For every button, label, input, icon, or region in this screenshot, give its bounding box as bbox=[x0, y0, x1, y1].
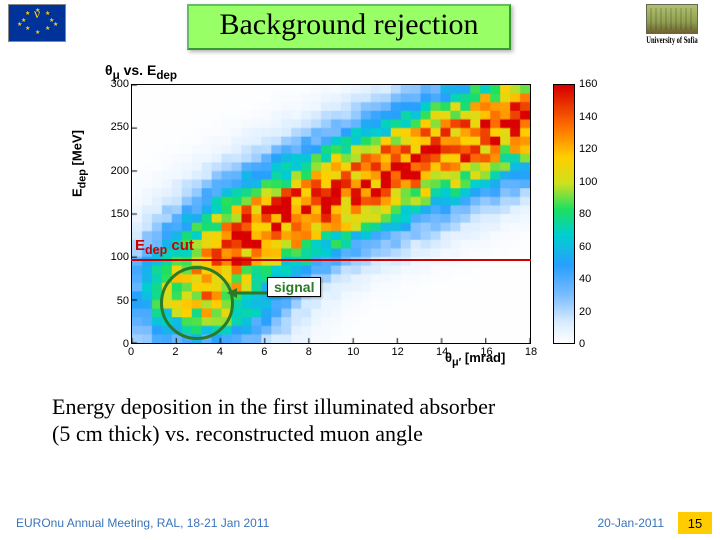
slide-title-box: Background rejection bbox=[187, 4, 510, 50]
eu-flag: ν ★ ★ ★ ★ ★ ★ ★ ★ ★ ★ bbox=[8, 4, 66, 42]
chart-area: θμ vs. Edep Edep [MeV] 05010015020025030… bbox=[75, 62, 635, 372]
university-block: University of Sofia bbox=[632, 4, 712, 45]
caption-line2: (5 cm thick) vs. reconstructed muon angl… bbox=[52, 421, 672, 448]
y-axis-label: Edep [MeV] bbox=[70, 130, 89, 197]
colorbar-canvas bbox=[554, 85, 574, 343]
signal-circle bbox=[160, 266, 234, 340]
footer: EUROnu Annual Meeting, RAL, 18-21 Jan 20… bbox=[0, 512, 720, 534]
colorbar bbox=[553, 84, 575, 344]
page-number: 15 bbox=[678, 512, 712, 534]
slide-title: Background rejection bbox=[219, 8, 478, 41]
caption-line1: Energy deposition in the first illuminat… bbox=[52, 394, 672, 421]
signal-label: signal bbox=[267, 277, 321, 297]
caption: Energy deposition in the first illuminat… bbox=[52, 394, 672, 448]
university-label: University of Sofia bbox=[643, 35, 701, 45]
edep-cut-line bbox=[131, 259, 531, 261]
x-axis-label: θμ′ [mrad] bbox=[445, 350, 505, 369]
signal-arrow-icon bbox=[227, 286, 267, 300]
y-axis-ticks: 050100150200250300 bbox=[105, 84, 129, 344]
footer-date: 20-Jan-2011 bbox=[598, 516, 679, 530]
university-logo bbox=[646, 4, 698, 34]
footer-left: EUROnu Annual Meeting, RAL, 18-21 Jan 20… bbox=[0, 516, 598, 530]
edep-cut-label: Edep cut bbox=[135, 237, 194, 257]
eu-stars: ★ ★ ★ ★ ★ ★ ★ ★ ★ ★ bbox=[9, 5, 65, 41]
